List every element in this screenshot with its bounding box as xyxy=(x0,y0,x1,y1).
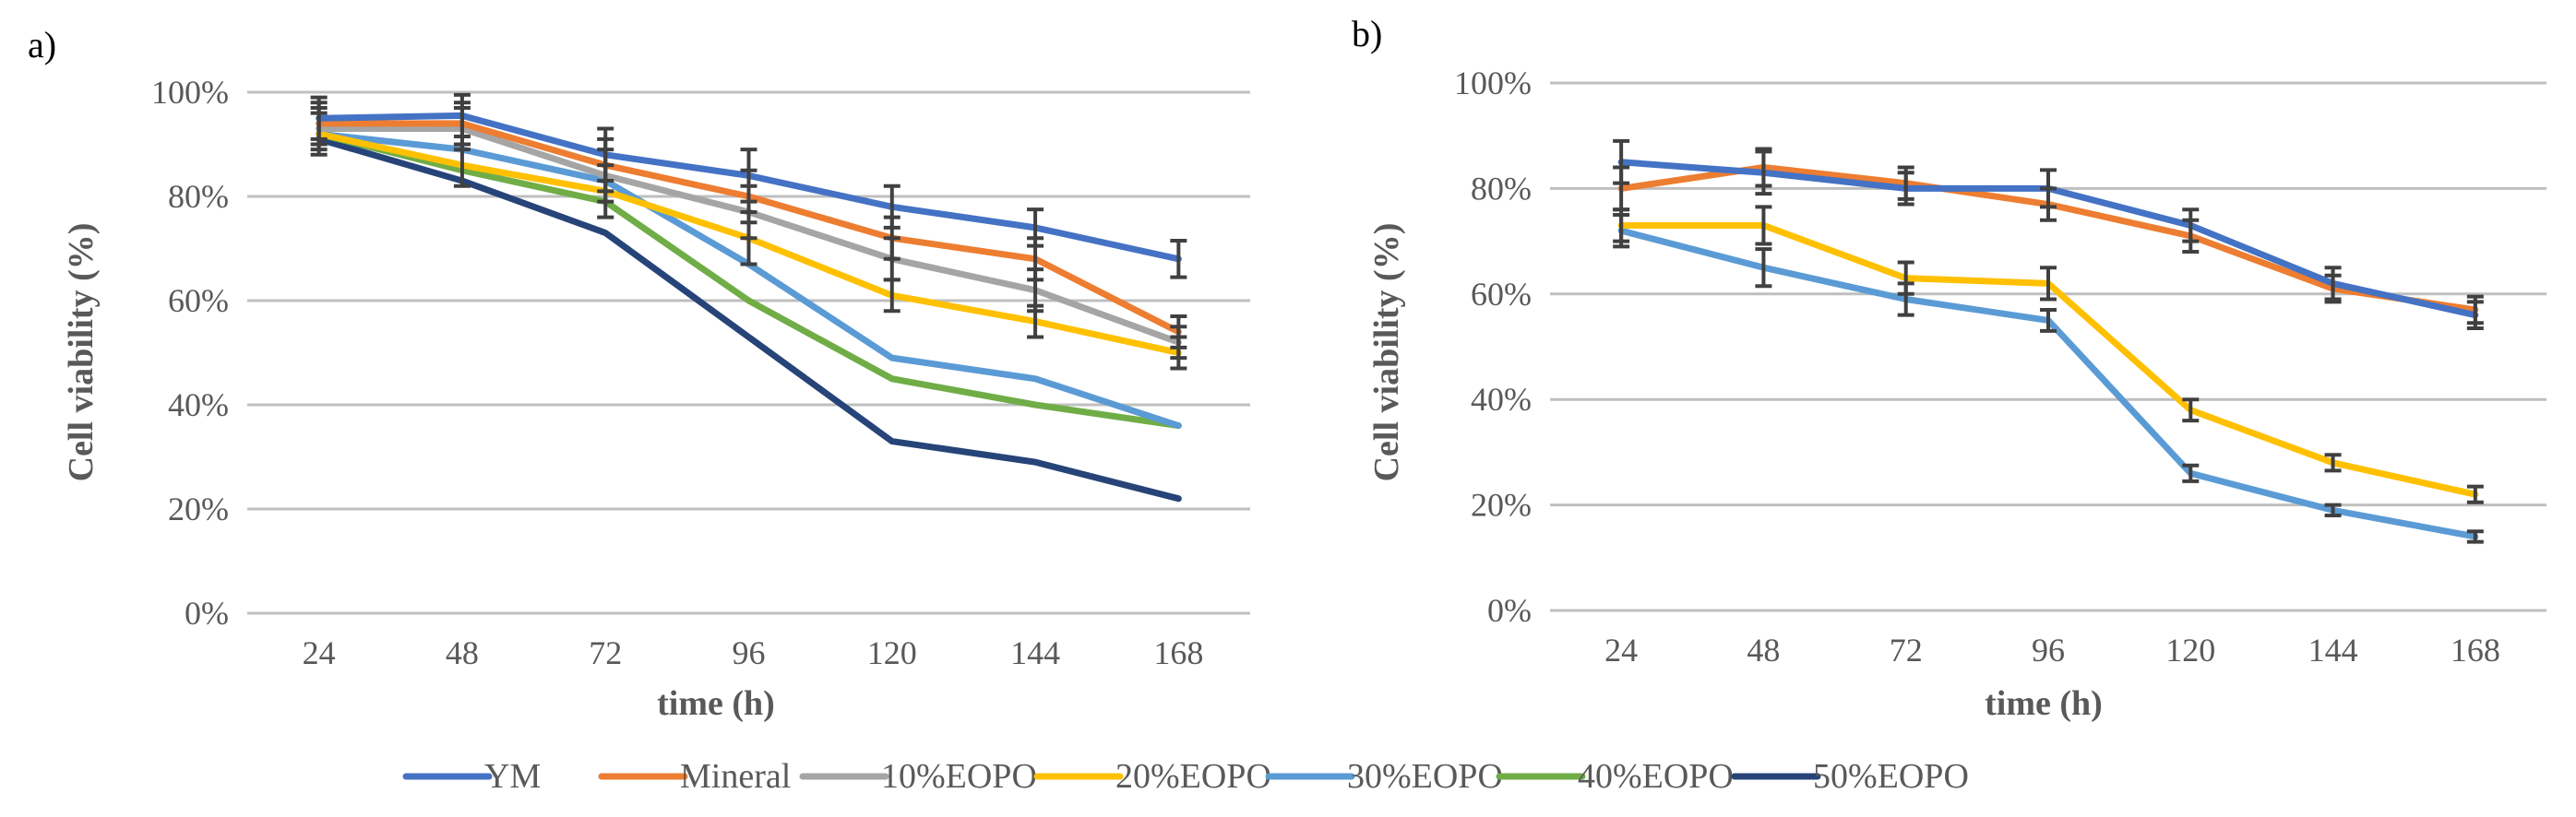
legend-item: YM xyxy=(402,757,541,796)
error-bar xyxy=(1027,303,1044,339)
x-tick-label: 168 xyxy=(1153,634,1203,671)
x-tick-label: 168 xyxy=(2451,632,2500,669)
legend-item: 10%EOPO xyxy=(799,757,1037,796)
x-tick-label: 24 xyxy=(303,634,336,671)
legend-label: 10%EOPO xyxy=(881,757,1037,796)
error-bar xyxy=(2040,266,2057,302)
x-tick-label: 120 xyxy=(867,634,917,671)
y-tick-label: 0% xyxy=(185,595,229,632)
legend-label: Mineral xyxy=(680,757,791,796)
legend: YM Mineral 10%EOPO 20%EOPO 30%EOPO 40%EOPO 50%… xyxy=(402,757,1969,796)
error-bar xyxy=(2182,463,2200,483)
error-bar xyxy=(1755,205,1772,246)
error-bar xyxy=(1755,247,1772,289)
legend-label: 30%EOPO xyxy=(1347,757,1503,796)
legend-item: Mineral xyxy=(598,757,791,796)
error-bar xyxy=(2324,453,2342,473)
error-bar xyxy=(2040,307,2057,333)
y-tick-label: 60% xyxy=(1471,276,1532,313)
y-tick-label: 40% xyxy=(168,386,229,423)
x-tick-label: 120 xyxy=(2165,632,2215,669)
error-bar xyxy=(2182,397,2200,423)
x-tick-label: 24 xyxy=(1604,632,1638,669)
error-bar xyxy=(2466,529,2484,544)
x-tick-label: 96 xyxy=(2032,632,2065,669)
y-tick-label: 60% xyxy=(168,282,229,319)
error-bar xyxy=(2466,294,2484,326)
x-tick-label: 96 xyxy=(733,634,766,671)
y-tick-label: 80% xyxy=(1471,170,1532,207)
error-bar xyxy=(310,111,328,157)
y-tick-label: 40% xyxy=(1471,381,1532,418)
legend-label: 40%EOPO xyxy=(1578,757,1734,796)
error-bar xyxy=(453,142,471,188)
y-tick-label: 0% xyxy=(1487,592,1532,629)
legend-item: 30%EOPO xyxy=(1265,757,1503,796)
x-tick-label: 144 xyxy=(2308,632,2358,669)
panel-b-chart: b) 0% 20% 40% 60% 80% 100% 24 48 72 96 120 144 168 Cel… xyxy=(1352,13,2546,723)
error-bar xyxy=(2182,218,2200,255)
error-bar xyxy=(1170,335,1187,371)
error-bar xyxy=(1170,239,1187,279)
y-tick-label: 100% xyxy=(151,74,229,111)
legend-item: 50%EOPO xyxy=(1731,757,1969,796)
error-bar xyxy=(2324,503,2342,518)
legend-label: 50%EOPO xyxy=(1813,757,1969,796)
error-bar xyxy=(883,278,900,314)
error-bar xyxy=(2466,484,2484,504)
y-tick-label: 20% xyxy=(168,491,229,527)
y-tick-label: 100% xyxy=(1454,65,1532,101)
panel-label: b) xyxy=(1352,13,1382,54)
error-bar xyxy=(2324,273,2342,304)
x-axis-title: time (h) xyxy=(657,684,775,723)
legend-item: 20%EOPO xyxy=(1033,757,1271,796)
legend-label: 20%EOPO xyxy=(1115,757,1271,796)
x-tick-label: 48 xyxy=(446,634,479,671)
error-bar xyxy=(2040,186,2057,222)
x-tick-label: 48 xyxy=(1747,632,1780,669)
y-axis-title: Cell viability (%) xyxy=(62,223,101,482)
error-bar xyxy=(597,163,614,219)
x-axis-title: time (h) xyxy=(1985,684,2103,723)
legend-label: YM xyxy=(484,757,541,796)
y-tick-label: 20% xyxy=(1471,487,1532,524)
error-bar xyxy=(1897,165,1914,201)
x-tick-label: 72 xyxy=(1890,632,1923,669)
error-bar xyxy=(1897,281,1914,317)
x-tick-label: 144 xyxy=(1010,634,1060,671)
y-axis-title: Cell viability (%) xyxy=(1367,223,1406,482)
error-bar xyxy=(1755,147,1772,188)
legend-item: 40%EOPO xyxy=(1496,757,1734,796)
x-tick-label: 72 xyxy=(589,634,622,671)
panel-label: a) xyxy=(28,24,56,65)
error-bar xyxy=(1613,213,1630,249)
panel-a-chart: a) 0% 20% 40% 60% 80% 100% 24 48 72 96 120 144 168 Cel… xyxy=(28,24,1250,723)
error-bar xyxy=(740,209,757,266)
y-tick-label: 80% xyxy=(168,178,229,215)
